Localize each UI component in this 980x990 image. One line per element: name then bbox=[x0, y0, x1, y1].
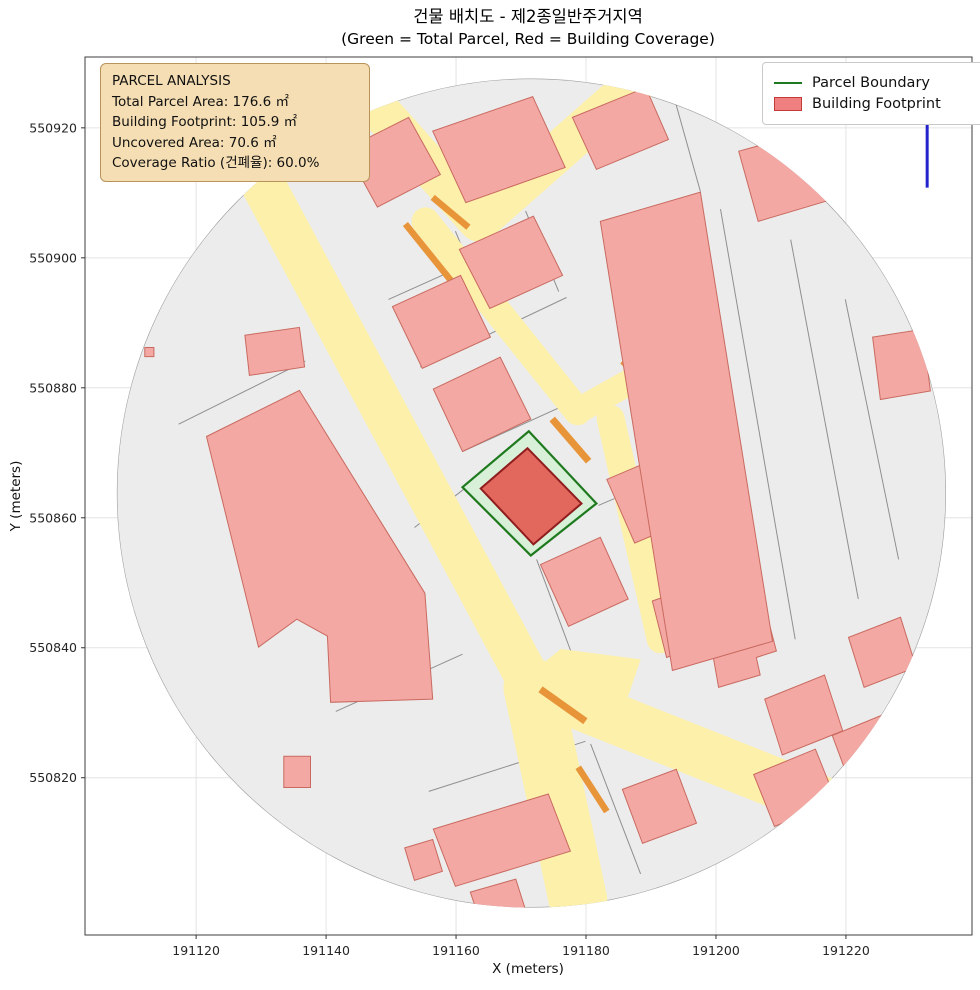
building bbox=[469, 878, 529, 908]
legend-patch-swatch bbox=[774, 97, 802, 111]
building bbox=[539, 536, 629, 627]
legend-label: Building Footprint bbox=[812, 96, 941, 112]
road-edge-orange bbox=[575, 765, 610, 814]
building bbox=[872, 328, 931, 401]
analysis-line: Total Parcel Area: 176.6 ㎡ bbox=[112, 93, 289, 110]
road-edge-orange bbox=[538, 686, 588, 725]
building bbox=[283, 755, 311, 788]
road bbox=[228, 139, 553, 707]
x-tick-label: 191160 bbox=[432, 943, 480, 958]
road bbox=[503, 658, 608, 908]
x-tick-label: 191120 bbox=[172, 943, 220, 958]
road bbox=[411, 207, 592, 426]
y-tick-label: 550840 bbox=[29, 640, 77, 655]
building bbox=[458, 215, 564, 310]
building bbox=[432, 95, 566, 204]
building bbox=[599, 191, 774, 672]
chart-subtitle: (Green = Total Parcel, Red = Building Co… bbox=[341, 30, 715, 48]
building bbox=[404, 838, 444, 882]
parcel-boundary-line bbox=[720, 209, 796, 640]
building bbox=[244, 326, 306, 376]
analysis-box: PARCEL ANALYSIS Total Parcel Area: 176.6… bbox=[100, 63, 370, 182]
chart-title: 건물 배치도 - 제2종일반주거지역 bbox=[413, 7, 643, 26]
analysis-line: Coverage Ratio (건폐율): 60.0% bbox=[112, 155, 320, 172]
y-tick-label: 550860 bbox=[29, 510, 77, 525]
analysis-line: PARCEL ANALYSIS bbox=[112, 73, 231, 89]
legend-item-building-footprint: Building Footprint bbox=[774, 96, 972, 112]
y-tick-label: 550900 bbox=[29, 250, 77, 265]
map-layer bbox=[116, 78, 947, 908]
subject-building-footprint bbox=[479, 446, 583, 546]
axis-ticks: 191120 191140 191160 191180 191200 191220 5508… bbox=[29, 120, 870, 958]
parcel-boundary-line bbox=[671, 91, 701, 192]
plot-border bbox=[84, 56, 973, 936]
x-tick-label: 191140 bbox=[302, 943, 350, 958]
x-tick-label: 191200 bbox=[692, 943, 740, 958]
analysis-line: Building Footprint: 105.9 ㎡ bbox=[112, 114, 298, 131]
legend: Parcel Boundary Building Footprint bbox=[762, 62, 980, 125]
legend-line-swatch bbox=[774, 82, 802, 84]
x-tick-label: 191220 bbox=[822, 943, 870, 958]
parcel-boundary-line bbox=[844, 299, 900, 560]
parcel-boundary-line bbox=[790, 239, 859, 600]
parcel-boundary-line bbox=[590, 743, 642, 875]
y-tick-label: 550880 bbox=[29, 380, 77, 395]
building bbox=[621, 768, 698, 845]
x-axis-label: X (meters) bbox=[492, 961, 564, 977]
building bbox=[391, 274, 492, 369]
road-edge-orange bbox=[549, 416, 592, 464]
building bbox=[205, 389, 434, 703]
parcel-boundary-line bbox=[536, 559, 577, 665]
y-axis-label: Y (meters) bbox=[8, 461, 24, 533]
y-tick-label: 550920 bbox=[29, 120, 77, 135]
legend-item-parcel-boundary: Parcel Boundary bbox=[774, 75, 972, 91]
building bbox=[571, 86, 670, 171]
building bbox=[432, 793, 572, 887]
building bbox=[432, 356, 532, 453]
legend-label: Parcel Boundary bbox=[812, 75, 930, 91]
parcel-boundary-line bbox=[178, 360, 306, 425]
road-edge-orange bbox=[430, 194, 471, 230]
y-tick-label: 550820 bbox=[29, 770, 77, 785]
building bbox=[144, 347, 155, 358]
analysis-line: Uncovered Area: 70.6 ㎡ bbox=[112, 134, 277, 151]
x-tick-label: 191180 bbox=[562, 943, 610, 958]
